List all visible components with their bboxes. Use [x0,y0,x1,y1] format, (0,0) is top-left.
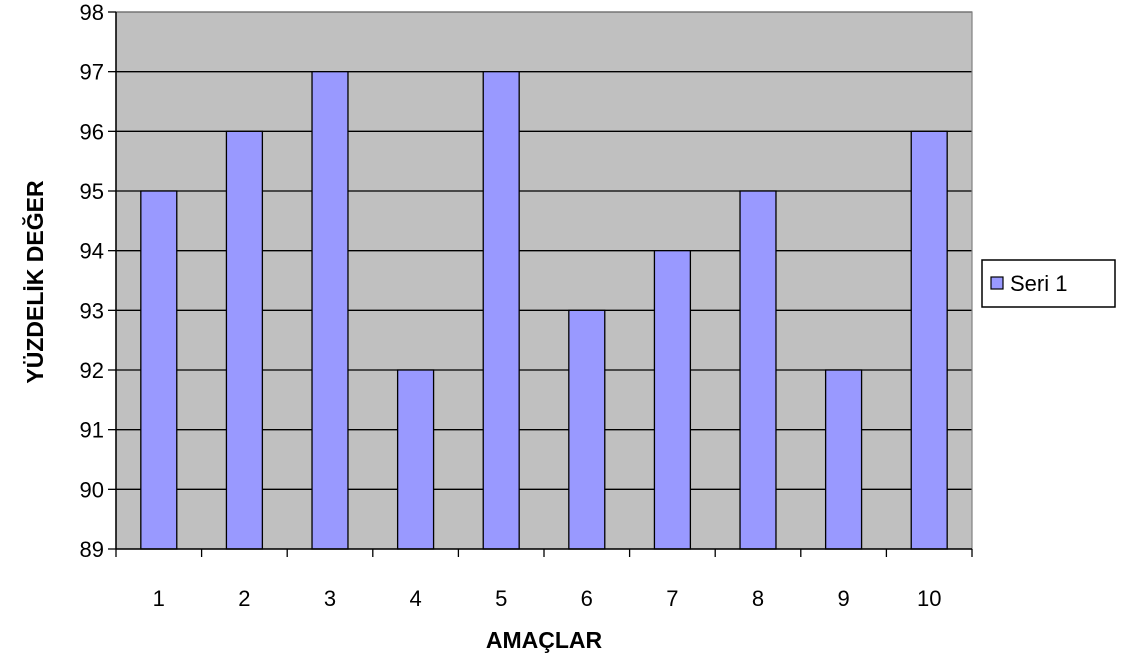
bar-7 [653,250,692,550]
x-tick-label-2: 2 [238,586,250,611]
bars [140,71,948,550]
legend: Seri 1 [981,259,1116,308]
y-tick-label-2: 91 [80,418,104,443]
y-tick-label-3: 92 [80,358,104,383]
x-tick-label-5: 5 [495,586,507,611]
legend-box [981,259,1116,308]
y-tick-labels: 89 90 91 92 93 94 95 96 97 98 [80,0,104,562]
bar-1 [140,190,178,550]
bar-8 [739,190,777,550]
x-tick-label-4: 4 [409,586,421,611]
y-axis-title: YÜZDELİK DEĞER [21,180,48,384]
y-tick-label-8: 97 [80,60,104,85]
bar-3 [311,71,349,550]
bar-10 [910,130,948,550]
x-tick-labels: 1 2 3 4 5 6 7 8 9 10 [153,586,942,611]
bar-4 [396,369,435,550]
x-tick-label-9: 9 [837,586,849,611]
x-tick-label-1: 1 [153,586,165,611]
y-tick-label-4: 93 [80,298,104,323]
y-tick-label-5: 94 [80,239,104,264]
x-tick-label-3: 3 [324,586,336,611]
x-tick-label-8: 8 [752,586,764,611]
y-tick-label-1: 90 [80,477,104,502]
legend-swatch [990,276,1004,290]
bar-6 [568,309,606,550]
axes [108,11,973,557]
bar-9 [824,369,863,550]
x-axis-title: AMAÇLAR [486,627,603,653]
x-tick-label-6: 6 [581,586,593,611]
y-tick-label-7: 96 [80,119,104,144]
y-tick-label-0: 89 [80,537,104,562]
legend-label: Seri 1 [1010,271,1067,296]
bar-5 [482,71,520,550]
x-tick-label-7: 7 [666,586,678,611]
bar-2 [225,130,264,550]
y-tick-label-6: 95 [80,179,104,204]
y-tick-label-9: 98 [80,0,104,25]
x-tick-label-10: 10 [917,586,941,611]
